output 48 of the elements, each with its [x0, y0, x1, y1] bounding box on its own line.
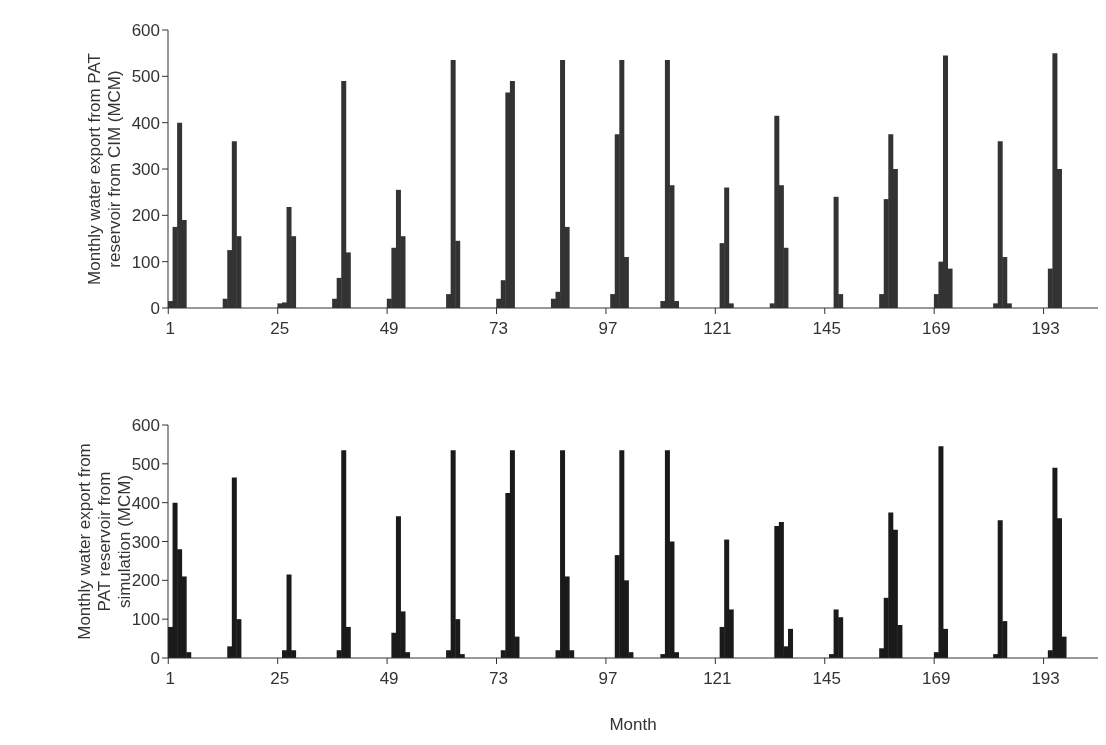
x-tick-label: 193 [1031, 669, 1060, 688]
bar [509, 450, 515, 658]
y-tick-label: 400 [131, 493, 160, 513]
x-tick-label: 121 [703, 319, 732, 338]
x-tick-label: 73 [489, 319, 508, 338]
x-tick-label: 169 [921, 319, 951, 338]
y-tick-label: 200 [131, 571, 160, 591]
bar [888, 512, 894, 658]
x-tick-label: 49 [379, 669, 399, 688]
bar [774, 525, 780, 658]
bar [286, 574, 292, 658]
bar [938, 446, 944, 658]
bar [231, 477, 237, 658]
y-tick-label: 0 [150, 299, 160, 319]
y-tick-label: 0 [150, 649, 160, 669]
y-tick-label: 500 [131, 454, 160, 474]
x-tick-label: 97 [598, 669, 618, 688]
y-tick-label: 500 [131, 67, 160, 87]
bar [341, 450, 347, 658]
x-axis-title: Month [609, 715, 657, 734]
bar [1052, 467, 1058, 658]
y-tick-label: 300 [131, 532, 160, 552]
y-axis-title: Monthly water export from PAT reservoir from CIM (MCM) [85, 53, 124, 285]
x-tick-label: 1 [165, 319, 176, 338]
y-tick-label: 600 [131, 416, 160, 436]
x-tick-label: 73 [489, 669, 508, 688]
x-tick-label: 169 [921, 669, 951, 688]
y-tick-label: 200 [131, 206, 160, 226]
y-tick-label: 600 [131, 21, 160, 41]
x-tick-label: 193 [1031, 319, 1060, 338]
x-tick-label: 145 [812, 319, 841, 338]
bar [619, 450, 625, 658]
x-tick-label: 49 [379, 319, 399, 338]
bar [778, 522, 784, 658]
x-tick-label: 1 [165, 669, 176, 688]
x-tick-label: 25 [270, 669, 290, 688]
y-tick-label: 100 [131, 610, 160, 630]
x-tick-label: 25 [270, 319, 290, 338]
y-tick-label: 100 [131, 252, 160, 272]
y-tick-label: 400 [131, 113, 160, 133]
x-tick-label: 121 [703, 669, 732, 688]
bar [997, 520, 1003, 658]
y-tick-label: 300 [131, 160, 160, 180]
bar [724, 539, 730, 658]
x-tick-label: 97 [598, 319, 618, 338]
x-tick-label: 145 [812, 669, 841, 688]
bar [560, 450, 566, 658]
bar [450, 450, 456, 658]
